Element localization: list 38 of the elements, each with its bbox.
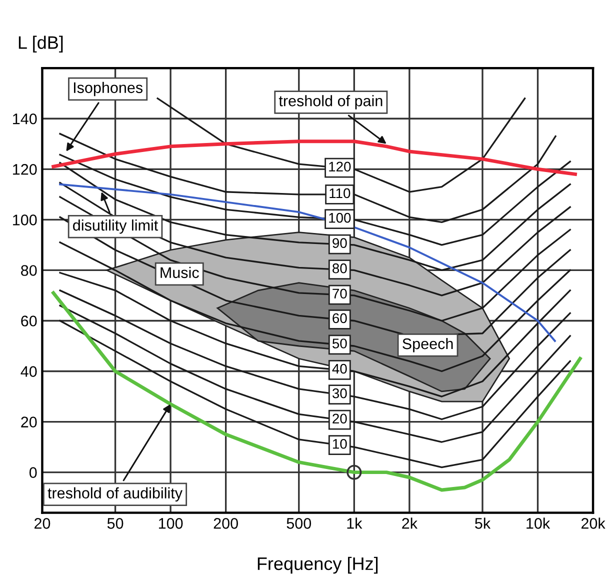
legend-label: 100 bbox=[329, 212, 351, 223]
y-tick-label: 80 bbox=[21, 265, 37, 276]
y-tick-label: 20 bbox=[21, 416, 37, 428]
annotation: treshold of audibility bbox=[48, 487, 182, 502]
annotation: treshold of pain bbox=[278, 95, 382, 110]
legend-label: 70 bbox=[332, 288, 347, 299]
series-label: 120 bbox=[329, 162, 351, 172]
legend-label: 60 bbox=[332, 313, 347, 324]
x-tick-label: 2k bbox=[402, 518, 418, 529]
x-tick-label: 5k bbox=[475, 518, 491, 529]
legend-label: 90 bbox=[332, 238, 347, 248]
annotation: disutility limit bbox=[73, 219, 158, 234]
legend-label: 10 bbox=[332, 438, 347, 449]
legend-label: 80 bbox=[332, 263, 347, 274]
x-tick-label: 200 bbox=[214, 518, 238, 529]
legend-label: 50 bbox=[332, 338, 347, 348]
y-axis-title: L [dB] bbox=[18, 36, 63, 53]
x-tick-label: 500 bbox=[286, 518, 312, 529]
legend-label: 30 bbox=[332, 388, 347, 398]
x-axis-title: Frequency [Hz] bbox=[258, 556, 378, 574]
x-tick-label: 1k bbox=[347, 518, 362, 529]
y-tick-label: 40 bbox=[20, 366, 37, 377]
legend-label: 40 bbox=[332, 364, 347, 374]
y-tick-label: 60 bbox=[21, 316, 37, 326]
x-tick-label: 100 bbox=[158, 518, 183, 529]
y-tick-label: 140 bbox=[13, 113, 37, 124]
legend-label: 20 bbox=[332, 414, 347, 424]
x-tick-label: 20 bbox=[34, 518, 50, 529]
y-tick-label: 100 bbox=[13, 214, 37, 226]
y-tick-label: 0 bbox=[29, 467, 37, 478]
x-tick-label: 20k bbox=[581, 518, 606, 529]
legend-label: 110 bbox=[330, 188, 350, 198]
x-tick-label: 10k bbox=[526, 518, 550, 529]
annotation: Speech bbox=[402, 338, 453, 352]
y-tick-label: 120 bbox=[13, 164, 37, 175]
annotation: Music bbox=[160, 266, 199, 278]
annotation: Isophones bbox=[74, 82, 143, 96]
x-tick-label: 50 bbox=[107, 518, 124, 529]
